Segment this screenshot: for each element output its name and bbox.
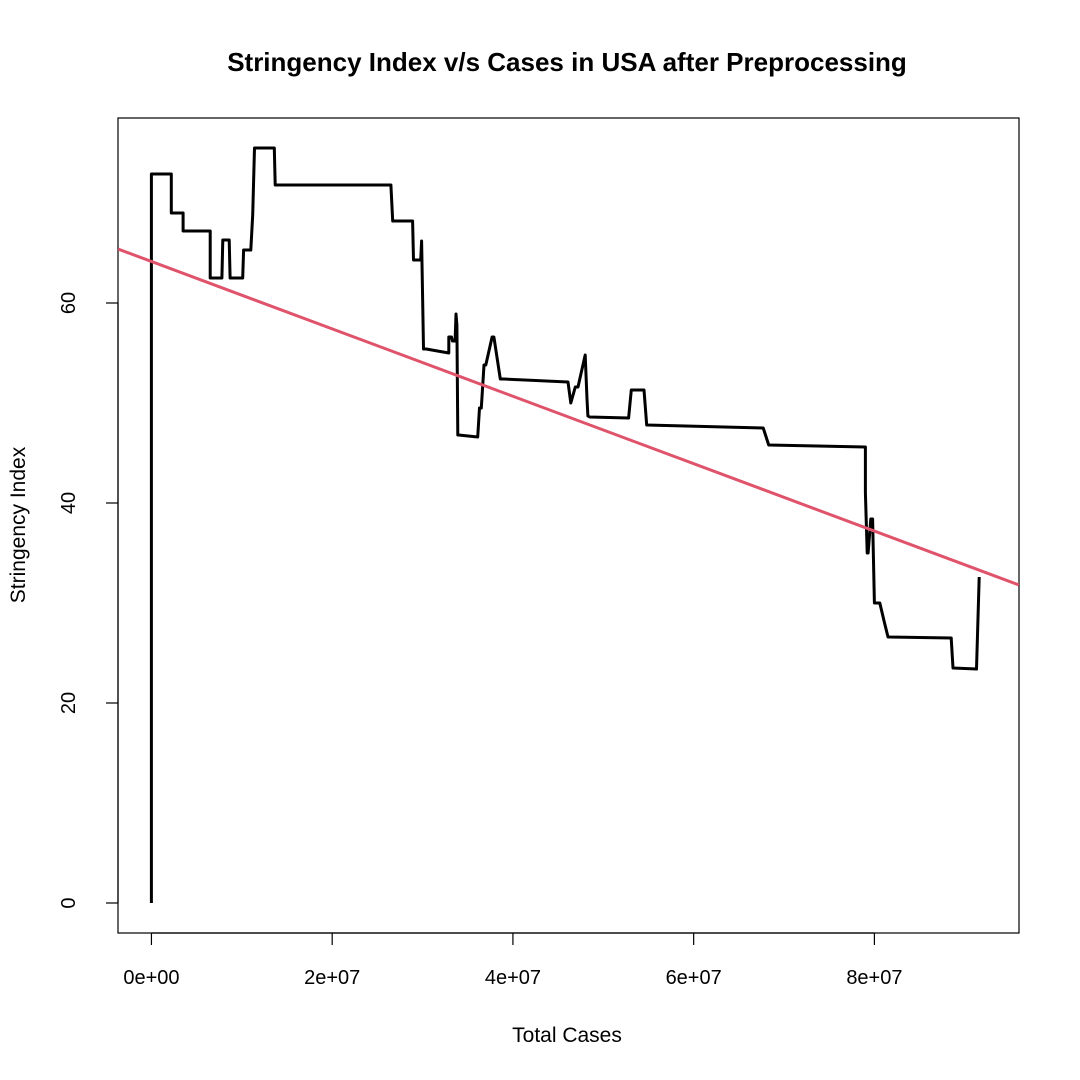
x-tick-label: 6e+07	[666, 967, 722, 989]
x-tick-label: 2e+07	[304, 967, 360, 989]
y-tick-label: 40	[58, 492, 80, 514]
x-axis: 0e+00 2e+07 4e+07 6e+07 8e+07	[123, 932, 902, 989]
y-tick-label: 20	[58, 692, 80, 714]
y-tick-label: 60	[58, 292, 80, 314]
series-layer	[118, 146, 1019, 903]
x-tick-label: 0e+00	[123, 967, 179, 989]
x-tick-label: 8e+07	[846, 967, 902, 989]
y-axis-label: Stringency Index	[7, 446, 30, 603]
series-line	[149, 146, 981, 903]
y-axis: 0 20 40 60	[58, 292, 119, 909]
x-axis-label: Total Cases	[512, 1024, 622, 1047]
regression-line	[118, 247, 1019, 587]
plot-frame	[117, 117, 1020, 934]
chart-title: Stringency Index v/s Cases in USA after …	[227, 47, 907, 77]
y-tick-label: 0	[58, 897, 80, 908]
x-tick-label: 4e+07	[485, 967, 541, 989]
